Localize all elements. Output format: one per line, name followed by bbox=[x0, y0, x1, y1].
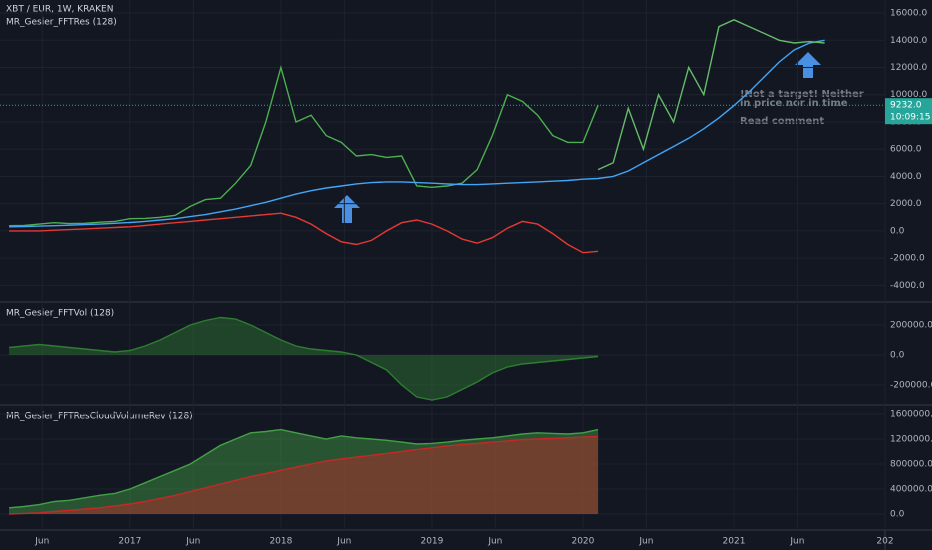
last-price-box bbox=[885, 98, 932, 125]
series-line bbox=[597, 19, 825, 171]
y-tick-label: 200000.0 bbox=[890, 320, 932, 330]
y-tick-label: 400000.0 bbox=[890, 485, 932, 495]
y-tick-label: 800000.0 bbox=[890, 460, 932, 470]
x-tick-label: Jun bbox=[638, 537, 653, 547]
series-line bbox=[9, 39, 825, 228]
indicator-title: MR_Gesier_FFTRes (128) bbox=[6, 18, 117, 28]
series-area bbox=[9, 317, 599, 400]
y-tick-label: 12000.0 bbox=[890, 63, 927, 73]
y-tick-label: 0.0 bbox=[890, 510, 905, 520]
y-tick-label: 1200000.0 bbox=[890, 435, 932, 445]
x-tick-label: 2021 bbox=[723, 537, 746, 547]
y-tick-label: 4000.0 bbox=[890, 172, 922, 182]
indicator-title: MR_Gesier_FFTVol (128) bbox=[6, 309, 114, 319]
y-tick-label: -200000.0 bbox=[890, 381, 932, 391]
x-tick-label: 2018 bbox=[269, 537, 292, 547]
x-tick-label: 202 bbox=[876, 537, 893, 547]
x-tick-label: 2017 bbox=[118, 537, 141, 547]
series-line bbox=[9, 212, 599, 254]
x-tick-label: 2019 bbox=[420, 537, 443, 547]
y-tick-label: 14000.0 bbox=[890, 36, 927, 46]
y-tick-label: 6000.0 bbox=[890, 145, 922, 155]
series-line bbox=[9, 428, 599, 509]
countdown: 10:09:15 bbox=[890, 113, 930, 123]
series-line bbox=[9, 435, 599, 515]
indicator-title: MR_Gesier_FFTResCloudVolumeRev (128) bbox=[6, 412, 193, 422]
symbol-title: XBT / EUR, 1W, KRAKEN bbox=[6, 5, 113, 15]
x-tick-label: Jun bbox=[487, 537, 502, 547]
x-tick-label: 2020 bbox=[571, 537, 594, 547]
series-area bbox=[9, 436, 599, 514]
series-line bbox=[9, 316, 599, 401]
x-tick-label: Jun bbox=[34, 537, 49, 547]
x-tick-label: Jun bbox=[185, 537, 200, 547]
arrow bbox=[334, 52, 821, 223]
y-tick-label: 0.0 bbox=[890, 351, 905, 361]
annotation: in price nor in time bbox=[740, 98, 848, 109]
y-tick-label: -4000.0 bbox=[890, 281, 925, 291]
x-tick-label: Jun bbox=[789, 537, 804, 547]
x-tick-label: Jun bbox=[336, 537, 351, 547]
y-tick-label: 10000.0 bbox=[890, 90, 927, 100]
series-line bbox=[9, 64, 599, 227]
y-tick-label: -2000.0 bbox=[890, 254, 925, 264]
y-tick-label: 2000.0 bbox=[890, 199, 922, 209]
y-tick-label: 0.0 bbox=[890, 226, 905, 236]
y-tick-label: 1600000.0 bbox=[890, 410, 932, 420]
y-tick-label: 16000.0 bbox=[890, 9, 927, 19]
last-price-label: 9232.0 bbox=[890, 101, 922, 111]
series-area bbox=[9, 429, 599, 514]
